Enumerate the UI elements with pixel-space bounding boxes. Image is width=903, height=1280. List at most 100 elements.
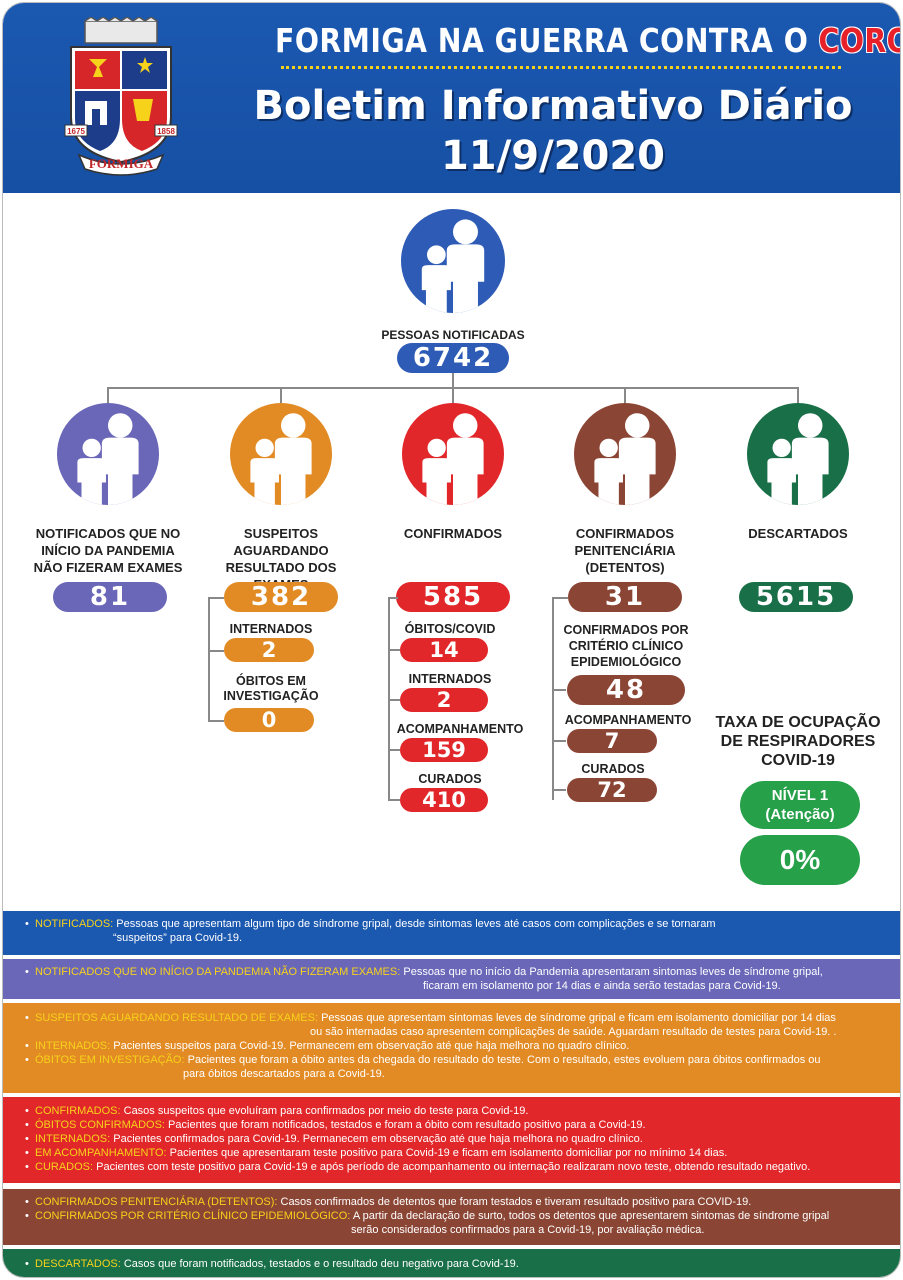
legend-cont: para óbitos descartados para a Covid-19. bbox=[183, 1068, 385, 1080]
campaign-headline-highlight: CORONAVÍRUS bbox=[818, 21, 900, 60]
legend-key: NOTIFICADOS QUE NO INÍCIO DA PANDEMIA NÃ… bbox=[35, 966, 401, 978]
legend-key: CONFIRMADOS POR CRITÉRIO CLÍNICO EPIDEMI… bbox=[35, 1210, 351, 1222]
respiradores-title: TAXA DE OCUPAÇÃO DE RESPIRADORES COVID-1… bbox=[715, 714, 881, 769]
legend-text: Pacientes que foram notificados, testado… bbox=[168, 1119, 646, 1131]
respiradores-nivel-badge: NÍVEL 1 (Atenção) bbox=[740, 781, 860, 829]
confirmados-label: CONFIRMADOS bbox=[403, 526, 503, 541]
confirmados-bracket-2 bbox=[388, 699, 400, 701]
crest-year-right: 1858 bbox=[157, 127, 175, 136]
confirmados-bracket-top bbox=[388, 597, 398, 599]
confirmados-acomp-label: ACOMPANHAMENTO bbox=[396, 722, 524, 736]
sem-exames-label: NOTIFICADOS QUE NO INÍCIO DA PANDEMIA NÃ… bbox=[33, 526, 183, 575]
penitenciaria-bracket-3 bbox=[552, 789, 566, 791]
legend-key: ÓBITOS CONFIRMADOS: bbox=[35, 1119, 165, 1131]
legend-key: CONFIRMADOS: bbox=[35, 1105, 121, 1117]
legend-cont: ficaram em isolamento por 14 dias e aind… bbox=[423, 980, 781, 992]
legend-row: CONFIRMADOS PENITENCIÁRIA (DETENTOS): Ca… bbox=[23, 1195, 880, 1209]
tree-drop-3 bbox=[452, 387, 454, 405]
legend-text: Pacientes com teste positivo para Covid-… bbox=[96, 1161, 811, 1173]
penitenciaria-acomp-label: ACOMPANHAMENTO bbox=[564, 713, 692, 727]
legend-row: EM ACOMPANHAMENTO: Pacientes que apresen… bbox=[23, 1146, 880, 1160]
suspeitos-obitos-value: 0 bbox=[224, 708, 314, 732]
legend-key: ÓBITOS EM INVESTIGAÇÃO: bbox=[35, 1054, 185, 1066]
suspeitos-bracket-bot bbox=[208, 720, 224, 722]
confirmados-obitos-value: 14 bbox=[400, 638, 488, 662]
legend-text: Pessoas que no início da Pandemia aprese… bbox=[403, 966, 823, 978]
legend-row: ÓBITOS EM INVESTIGAÇÃO: Pacientes que fo… bbox=[23, 1053, 880, 1067]
confirmados-obitos-label: ÓBITOS/COVID bbox=[404, 622, 496, 636]
penitenciaria-bracket bbox=[552, 597, 554, 800]
legend-text: Pessoas que apresentam sintomas leves de… bbox=[321, 1012, 836, 1024]
legend-key: NOTIFICADOS: bbox=[35, 918, 114, 930]
confirmados-value: 585 bbox=[396, 582, 510, 612]
legend-key: INTERNADOS: bbox=[35, 1133, 111, 1145]
legend-text: Pacientes que apresentaram teste positiv… bbox=[169, 1147, 728, 1159]
suspeitos-label: SUSPEITOS AGUARDANDO RESULTADO DOS EXAME… bbox=[225, 526, 337, 592]
legend-suspeitos: SUSPEITOS AGUARDANDO RESULTADO DE EXAMES… bbox=[3, 1003, 900, 1093]
dotted-divider bbox=[281, 66, 841, 69]
legend-descartados: DESCARTADOS: Casos que foram notificados… bbox=[3, 1249, 900, 1277]
legend-key: CONFIRMADOS PENITENCIÁRIA (DETENTOS): bbox=[35, 1196, 278, 1208]
tree-drop-5 bbox=[797, 387, 799, 405]
tree-drop-2 bbox=[280, 387, 282, 405]
legend-row: CONFIRMADOS: Casos suspeitos que evoluír… bbox=[23, 1104, 880, 1118]
penitenciaria-value: 31 bbox=[568, 582, 682, 612]
legend-key: DESCARTADOS: bbox=[35, 1258, 121, 1270]
confirmados-bracket-3 bbox=[388, 749, 400, 751]
legend-row: DESCARTADOS: Casos que foram notificados… bbox=[23, 1257, 880, 1271]
suspeitos-bracket-top bbox=[208, 597, 224, 599]
legend-row: CONFIRMADOS POR CRITÉRIO CLÍNICO EPIDEMI… bbox=[23, 1209, 880, 1223]
penitenciaria-curados-label: CURADOS bbox=[581, 762, 645, 776]
family-icon-penitenciaria bbox=[574, 403, 676, 505]
pessoas-notificadas-label: PESSOAS NOTIFICADAS bbox=[381, 328, 525, 342]
header-banner: 1675 1858 FORMIGA FORMIGA NA GUERRA CONT… bbox=[3, 3, 900, 193]
confirmados-curados-value: 410 bbox=[400, 788, 488, 812]
legend-text: Casos que foram notificados, testados e … bbox=[123, 1258, 519, 1270]
legend-row: ÓBITOS CONFIRMADOS: Pacientes que foram … bbox=[23, 1118, 880, 1132]
tree-stem bbox=[452, 373, 454, 389]
legend-row: INTERNADOS: Pacientes suspeitos para Cov… bbox=[23, 1039, 880, 1053]
legend-row: CURADOS: Pacientes com teste positivo pa… bbox=[23, 1160, 880, 1174]
legend-row: INTERNADOS: Pacientes confirmados para C… bbox=[23, 1132, 880, 1146]
legend-sem-exames: NOTIFICADOS QUE NO INÍCIO DA PANDEMIA NÃ… bbox=[3, 959, 900, 999]
legend-cont: serão considerados confirmados para a Co… bbox=[351, 1224, 705, 1236]
respiradores-nivel-sub: (Atenção) bbox=[765, 806, 835, 823]
legend-text: Casos confirmados de detentos que foram … bbox=[280, 1196, 752, 1208]
penitenciaria-curados-value: 72 bbox=[567, 778, 657, 802]
tree-drop-1 bbox=[107, 387, 109, 405]
descartados-label: DESCARTADOS bbox=[748, 526, 848, 541]
suspeitos-internados-label: INTERNADOS bbox=[229, 622, 313, 636]
penitenciaria-criterio-value: 48 bbox=[567, 675, 685, 705]
legend-confirmados: CONFIRMADOS: Casos suspeitos que evoluír… bbox=[3, 1097, 900, 1183]
respiradores-percent: 0% bbox=[740, 835, 860, 885]
legend-notificados: NOTIFICADOS: Pessoas que apresentam algu… bbox=[3, 911, 900, 955]
tree-drop-4 bbox=[624, 387, 626, 405]
penitenciaria-acomp-value: 7 bbox=[567, 729, 657, 753]
crest-banner-text: FORMIGA bbox=[89, 156, 154, 171]
bulletin-title: Boletim Informativo Diário bbox=[253, 83, 853, 129]
legend-text: Casos suspeitos que evoluíram para confi… bbox=[123, 1105, 529, 1117]
legend-key: CURADOS: bbox=[35, 1161, 94, 1173]
confirmados-internados-label: INTERNADOS bbox=[408, 672, 492, 686]
confirmados-acomp-value: 159 bbox=[400, 738, 488, 762]
family-icon-confirmados bbox=[402, 403, 504, 505]
suspeitos-value: 382 bbox=[224, 582, 338, 612]
suspeitos-bracket-mid bbox=[208, 650, 224, 652]
suspeitos-internados-value: 2 bbox=[224, 638, 314, 662]
confirmados-bracket bbox=[388, 597, 390, 800]
pessoas-notificadas-value: 6742 bbox=[397, 343, 509, 373]
penitenciaria-bracket-top bbox=[552, 597, 568, 599]
confirmados-bracket-1 bbox=[388, 649, 400, 651]
legend-row: NOTIFICADOS QUE NO INÍCIO DA PANDEMIA NÃ… bbox=[23, 965, 880, 979]
legend-key: SUSPEITOS AGUARDANDO RESULTADO DE EXAMES… bbox=[35, 1012, 319, 1024]
penitenciaria-bracket-2 bbox=[552, 740, 566, 742]
legend-text: Pacientes que foram a óbito antes da che… bbox=[187, 1054, 821, 1066]
crest-year-left: 1675 bbox=[67, 127, 85, 136]
confirmados-internados-value: 2 bbox=[400, 688, 488, 712]
penitenciaria-bracket-1 bbox=[552, 689, 566, 691]
legend-text: A partir da declaração de surto, todos o… bbox=[352, 1210, 830, 1222]
sem-exames-value: 81 bbox=[53, 582, 167, 612]
descartados-value: 5615 bbox=[739, 582, 853, 612]
legend-text: Pessoas que apresentam algum tipo de sín… bbox=[116, 918, 716, 930]
